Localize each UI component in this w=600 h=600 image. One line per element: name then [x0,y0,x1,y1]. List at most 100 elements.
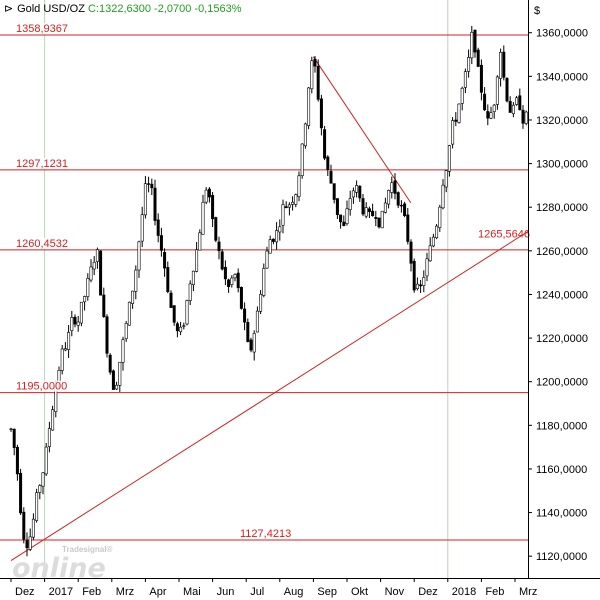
candle-body [121,339,125,363]
candle-body [185,300,189,325]
candle-body [175,323,179,332]
candle-body [342,221,346,226]
candle-body [163,252,167,269]
candle-body [348,198,352,210]
candle-body [380,210,384,229]
candle-body [67,332,71,350]
x-tick-label: Feb [485,586,504,598]
candle-body [76,321,80,326]
candle-body [460,87,464,104]
candle-body [188,283,192,301]
x-tick-label: Mrz [519,586,537,598]
candle-body [92,261,96,270]
candle-body [70,317,74,331]
candle-body [441,184,445,209]
y-tick-label: 1140,0000 [536,508,587,520]
level-label-bg [239,528,297,540]
candle-body [83,296,87,303]
logo-small-text: Tradesignal® [62,545,113,554]
candle-body [19,472,23,514]
candle-body [223,266,227,280]
candle-body [521,109,525,124]
candle-body [201,201,205,235]
candle-body [44,446,48,475]
candle-body [79,301,83,324]
horizontal-levels-layer [0,34,528,541]
candle-body [255,310,259,333]
candle-body [495,76,499,105]
candle-body [259,293,263,312]
candle-body [99,250,103,296]
y-tick-label: 1240,0000 [536,289,588,301]
candle-body [287,204,291,208]
candle-body [143,183,147,216]
candle-body [415,283,419,289]
candle-body [268,239,272,254]
x-tick-label: Mai [183,586,201,598]
x-tick-label: 2018 [452,586,476,598]
candle-body [447,145,451,172]
candle-body [435,225,439,239]
candle-body [172,305,176,323]
y-tick-label: 1220,0000 [536,333,588,345]
y-tick-label: 1280,0000 [536,202,588,214]
candle-body [351,190,355,198]
candle-body [294,194,298,205]
candle-body [207,188,211,198]
x-tick-label: Sep [317,586,337,598]
candle-body [220,251,224,270]
x-tick-label: Jul [250,586,264,598]
candle-body [319,98,323,129]
candle-body [345,208,349,224]
candle-body [63,348,67,351]
candle-body [95,249,99,262]
candles-layer [9,25,528,557]
candle-body [473,29,477,53]
x-tick-label: Feb [82,586,101,598]
candle-body [377,217,381,228]
candle-body [140,214,144,242]
candle-body [316,65,320,100]
y-tick-label: 1340,0000 [536,71,588,83]
candle-body [422,277,426,286]
candle-body [47,428,51,447]
candle-body [102,294,106,317]
candle-body [313,58,317,67]
candle-body [409,241,413,264]
last-quote: C:1322,6300 -2,0700 -0,1563% [87,3,242,15]
candle-body [41,472,45,487]
candle-body [262,268,266,296]
candle-body [300,143,304,176]
candle-body [515,97,519,105]
candle-body [233,274,237,279]
candle-body [419,284,423,287]
chart-type-icon[interactable]: ⊳ [4,3,14,15]
candle-body [502,51,506,78]
candle-body [451,120,455,145]
candle-body [105,316,109,354]
candle-body [198,232,202,251]
candle-body [470,31,474,59]
trendline [10,230,529,561]
level-label-bg [15,380,73,392]
candle-body [236,272,240,289]
candle-body [227,279,231,287]
candle-body [489,112,493,119]
candle-body [387,190,391,205]
candle-body [108,354,112,373]
candle-body [383,202,387,213]
candle-body [118,361,122,386]
candle-body [217,241,221,252]
instrument-name: Gold USD/OZ [17,3,85,15]
candle-body [28,536,32,550]
candle-body [326,156,330,170]
candle-body [89,266,93,281]
level-label: 1127,4213 [240,528,291,540]
candle-body [310,60,314,90]
candle-body [86,278,90,297]
candle-body [278,226,282,233]
candle-body [22,511,26,540]
candle-body [371,210,375,217]
candle-body [303,123,307,147]
candle-body [364,207,368,217]
